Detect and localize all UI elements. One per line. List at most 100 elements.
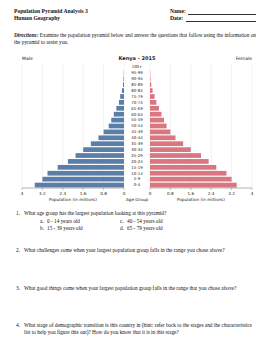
tick-label: 1.6 (80, 191, 87, 196)
bar-male (123, 82, 124, 87)
question-text: What age group has the largest populatio… (24, 210, 256, 217)
tick-label: 4 (251, 191, 254, 196)
bar-male (123, 76, 124, 81)
grid-line (42, 64, 43, 188)
tick-label: 3.2 (39, 191, 46, 196)
bar-male (99, 135, 125, 140)
bar-male (83, 147, 124, 152)
bar-female (150, 141, 183, 146)
bar-female (150, 171, 227, 176)
age-label: 0-4 (134, 182, 141, 187)
bar-male (35, 183, 124, 188)
age-label: 35-39 (131, 141, 143, 146)
bar-female (150, 135, 176, 140)
age-label: 90-94 (131, 76, 143, 81)
bar-male (58, 165, 124, 170)
age-label: 50-54 (131, 123, 143, 128)
question-text: What good things come when your largest … (24, 285, 256, 292)
bar-female (150, 165, 216, 170)
name-label: Name: (170, 8, 186, 15)
option-text: 65 - 79 years old (127, 225, 163, 232)
bar-male (76, 153, 124, 158)
chart-title: Kenya - 2015 (119, 55, 156, 62)
age-label: 40-44 (131, 135, 143, 140)
bars-right (150, 70, 237, 187)
axis-line (150, 188, 252, 189)
bar-female (150, 112, 161, 117)
option-letter: c. (120, 218, 124, 225)
pyramid-chart: Kenya - 2015 Male Female 0 0 0.8 0.8 1.6 1.6 2.4 2… (0, 54, 270, 204)
bar-male (48, 171, 125, 176)
age-label: 100+ (132, 64, 143, 69)
option-letter: a. (40, 218, 44, 225)
directions-label: Directions: (14, 32, 38, 38)
tick-label: 0 (149, 191, 152, 196)
bar-male (124, 65, 125, 70)
bar-male (120, 94, 124, 99)
age-label: 85-89 (131, 82, 143, 87)
tick-label: 0 (123, 191, 126, 196)
series-label: Female (236, 56, 253, 61)
bar-female (150, 65, 151, 70)
age-label: 45-49 (131, 129, 143, 134)
bars-left (35, 70, 124, 187)
bar-female (150, 106, 159, 111)
bar-male (122, 88, 124, 93)
axis-title: Population (in millions) (177, 197, 225, 202)
age-label: 10-14 (131, 171, 143, 176)
bar-female (150, 88, 153, 93)
age-label: 80-84 (131, 88, 143, 93)
bar-male (123, 70, 124, 75)
bar-female (150, 82, 151, 87)
grid-line (252, 64, 253, 188)
tick-label: 4 (21, 191, 24, 196)
option-text: 15 - 39 years old (47, 225, 83, 232)
date-line (186, 21, 256, 22)
bar-male (119, 100, 124, 105)
bar-male (42, 177, 124, 182)
question-text: What stage of demographic transition is … (24, 322, 256, 335)
question-number: 2. (16, 247, 20, 254)
grid-line (231, 64, 232, 188)
age-label: 15-19 (131, 165, 143, 170)
bar-female (150, 147, 191, 152)
age-label: 65-69 (131, 106, 143, 111)
bar-female (150, 153, 201, 158)
bar-male (116, 106, 124, 111)
directions-text: Examine the population pyramid below and… (14, 32, 256, 45)
date-label: Date: (170, 15, 183, 22)
age-label: 5-9 (134, 176, 141, 181)
directions: Directions: Examine the population pyram… (14, 32, 256, 45)
bar-female (150, 94, 155, 99)
age-label: 75-79 (131, 94, 143, 99)
tick-label: 2.4 (59, 191, 66, 196)
option-letter: b. (40, 225, 44, 232)
question-text: What challenges come when your largest p… (24, 247, 256, 254)
bar-female (150, 130, 170, 135)
tick-label: 0.8 (167, 191, 174, 196)
question-number: 1. (16, 210, 20, 217)
age-label: 55-59 (131, 117, 143, 122)
age-label: 60-64 (131, 112, 143, 117)
bar-female (150, 118, 164, 123)
bar-female (150, 177, 232, 182)
series-label: Male (22, 56, 33, 61)
tick-label: 1.6 (187, 191, 194, 196)
bar-male (109, 124, 124, 129)
bar-male (91, 141, 124, 146)
tick-label: 0.8 (100, 191, 107, 196)
question-number: 3. (16, 285, 20, 292)
age-label: 30-34 (131, 147, 143, 152)
axis-title: Population (in millions) (49, 197, 97, 202)
age-label: 95-99 (131, 70, 143, 75)
question-number: 4. (16, 322, 20, 329)
tick-label: 2.4 (208, 191, 215, 196)
tick-label: 3.2 (228, 191, 235, 196)
age-label: 25-29 (131, 153, 143, 158)
bar-male (114, 112, 124, 117)
bar-male (111, 118, 124, 123)
axis-title: Age Group (126, 197, 149, 202)
option-letter: d. (120, 225, 124, 232)
option-text: 40 - 54 years old (127, 218, 163, 225)
bar-male (68, 159, 124, 164)
